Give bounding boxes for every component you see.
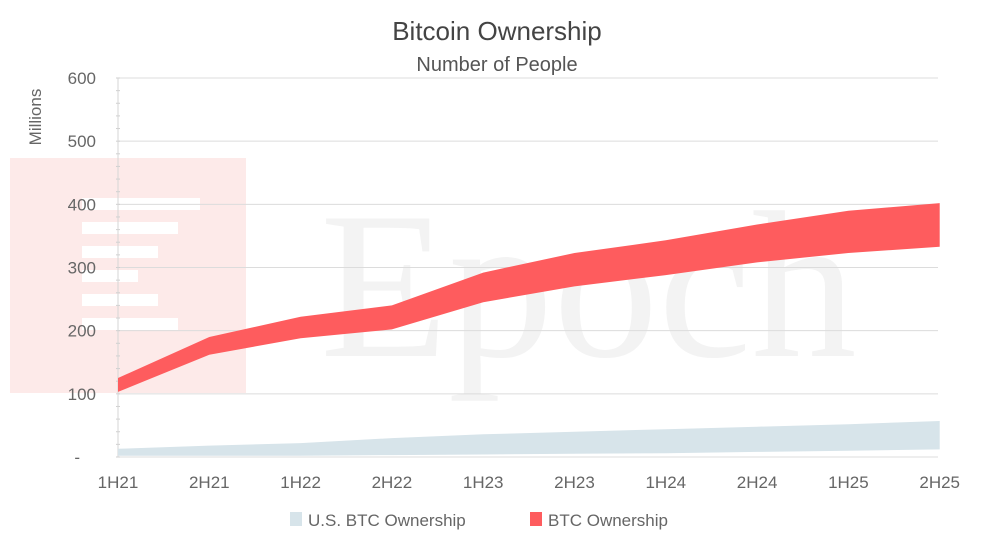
epoch-watermark: Epoch: [10, 158, 856, 402]
legend-label-btc: BTC Ownership: [548, 511, 668, 530]
x-tick-label: 2H25: [919, 473, 960, 492]
y-tick-label: 500: [68, 132, 96, 151]
x-tick-label: 1H21: [98, 473, 139, 492]
chart-subtitle: Number of People: [416, 54, 577, 76]
x-tick-label: 2H22: [372, 473, 413, 492]
y-tick-label: 100: [68, 385, 96, 404]
y-tick-label: 300: [68, 259, 96, 278]
x-tick-label: 1H24: [645, 473, 686, 492]
y-tick-label: 200: [68, 322, 96, 341]
y-axis-label: Millions: [26, 89, 45, 146]
y-tick-label: -: [74, 448, 80, 467]
x-tick-label: 1H23: [463, 473, 504, 492]
y-tick-label: 400: [68, 195, 96, 214]
x-tick-label: 1H22: [280, 473, 321, 492]
legend-swatch-btc: [530, 512, 542, 526]
us-btc-ownership-area: [118, 421, 940, 456]
watermark-text: Epoch: [320, 170, 856, 402]
x-tick-label: 2H21: [189, 473, 230, 492]
x-tick-label: 2H23: [554, 473, 595, 492]
chart-title: Bitcoin Ownership: [392, 16, 602, 46]
btc-ownership-area: [118, 203, 940, 392]
legend: U.S. BTC Ownership BTC Ownership: [290, 511, 668, 530]
x-tick-label: 1H25: [828, 473, 869, 492]
x-tick-label: 2H24: [737, 473, 778, 492]
legend-swatch-us-btc: [290, 512, 302, 526]
legend-label-us-btc: U.S. BTC Ownership: [308, 511, 466, 530]
y-tick-label: 600: [68, 69, 96, 88]
